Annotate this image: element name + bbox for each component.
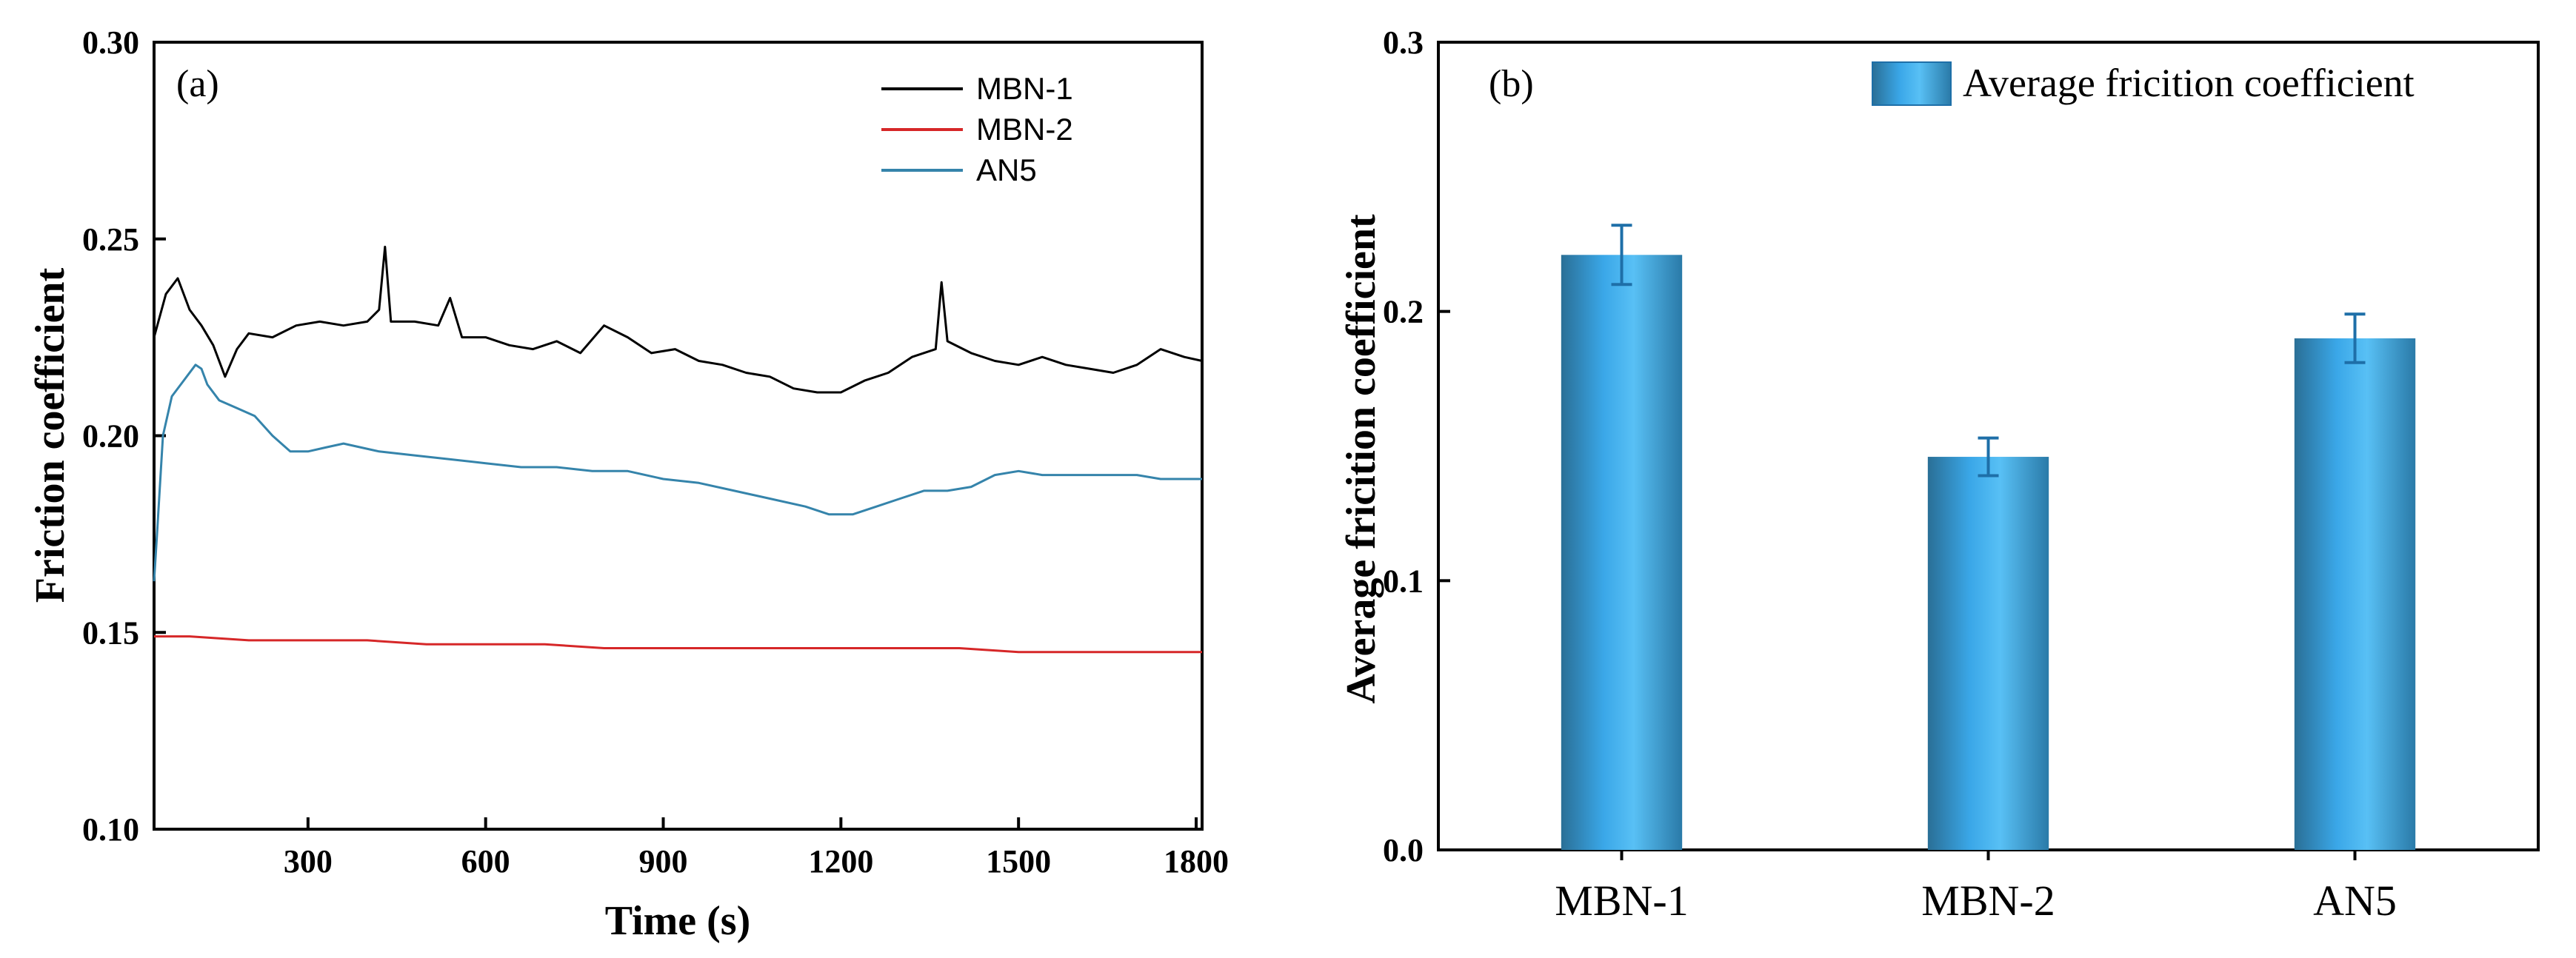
series-lines (153, 245, 1203, 654)
x-tick-label: 1500 (986, 843, 1051, 880)
y-tick-label: 0.3 (1383, 24, 1424, 61)
y-tick-label: 0.1 (1383, 563, 1424, 599)
y-tick-label: 0.10 (82, 811, 139, 848)
legend-label: MBN-2 (976, 112, 1073, 147)
legend-swatch (1872, 61, 1952, 106)
series-line-mbn-2 (154, 635, 1202, 654)
x-axis-title: Time (s) (605, 898, 751, 944)
x-tick-label: AN5 (2313, 877, 2397, 925)
y-tick-label: 0.25 (82, 221, 139, 258)
legend-label: AN5 (976, 153, 1037, 187)
bar-mbn-2 (1927, 457, 2049, 850)
bar-chart-panel: (b) 0.0 0.1 0.2 0.3 MBN-1 MBN-2 AN5 Average f… (1338, 24, 2540, 925)
x-axis: MBN-1 MBN-2 AN5 (1555, 850, 2397, 925)
legend: Average fricition coefficient (1872, 61, 2415, 106)
y-tick-label: 0.2 (1383, 294, 1424, 330)
series-line-mbn-1 (153, 245, 1203, 394)
y-tick-label: 0.30 (82, 24, 139, 61)
y-axis-title: Friction coefficient (27, 267, 73, 603)
panel-label: (b) (1489, 63, 1534, 105)
x-tick-label: MBN-2 (1921, 877, 2055, 925)
panel-label: (a) (176, 63, 219, 105)
legend-label: Average fricition coefficient (1963, 61, 2415, 105)
x-tick-label: 900 (639, 843, 688, 880)
plot-frame (153, 41, 1204, 831)
y-tick-label: 0.0 (1383, 832, 1424, 868)
series-line-an5 (153, 364, 1202, 582)
bar-an5 (2294, 338, 2416, 850)
x-tick-label: 600 (461, 843, 510, 880)
bars (1561, 224, 2416, 851)
y-tick-label: 0.15 (82, 614, 139, 651)
x-axis: 300 600 900 1200 1500 1800 (284, 817, 1229, 880)
x-tick-label: 1200 (808, 843, 873, 880)
legend-label: MBN-1 (976, 71, 1073, 106)
x-tick-label: 300 (284, 843, 333, 880)
legend: MBN-1 MBN-2 AN5 (881, 71, 1073, 187)
y-axis: 0.0 0.1 0.2 0.3 (1383, 24, 1450, 868)
y-tick-label: 0.20 (82, 418, 139, 455)
y-axis: 0.10 0.15 0.20 0.25 0.30 (82, 24, 166, 848)
x-tick-label: 1800 (1164, 843, 1229, 880)
line-chart-panel: (a) 0.10 0.15 0.20 0.25 0.30 300 600 900 1200 15… (27, 24, 1229, 944)
bar-mbn-1 (1561, 255, 1683, 851)
y-axis-title: Average fricition coefficient (1338, 214, 1384, 704)
x-tick-label: MBN-1 (1555, 877, 1688, 925)
